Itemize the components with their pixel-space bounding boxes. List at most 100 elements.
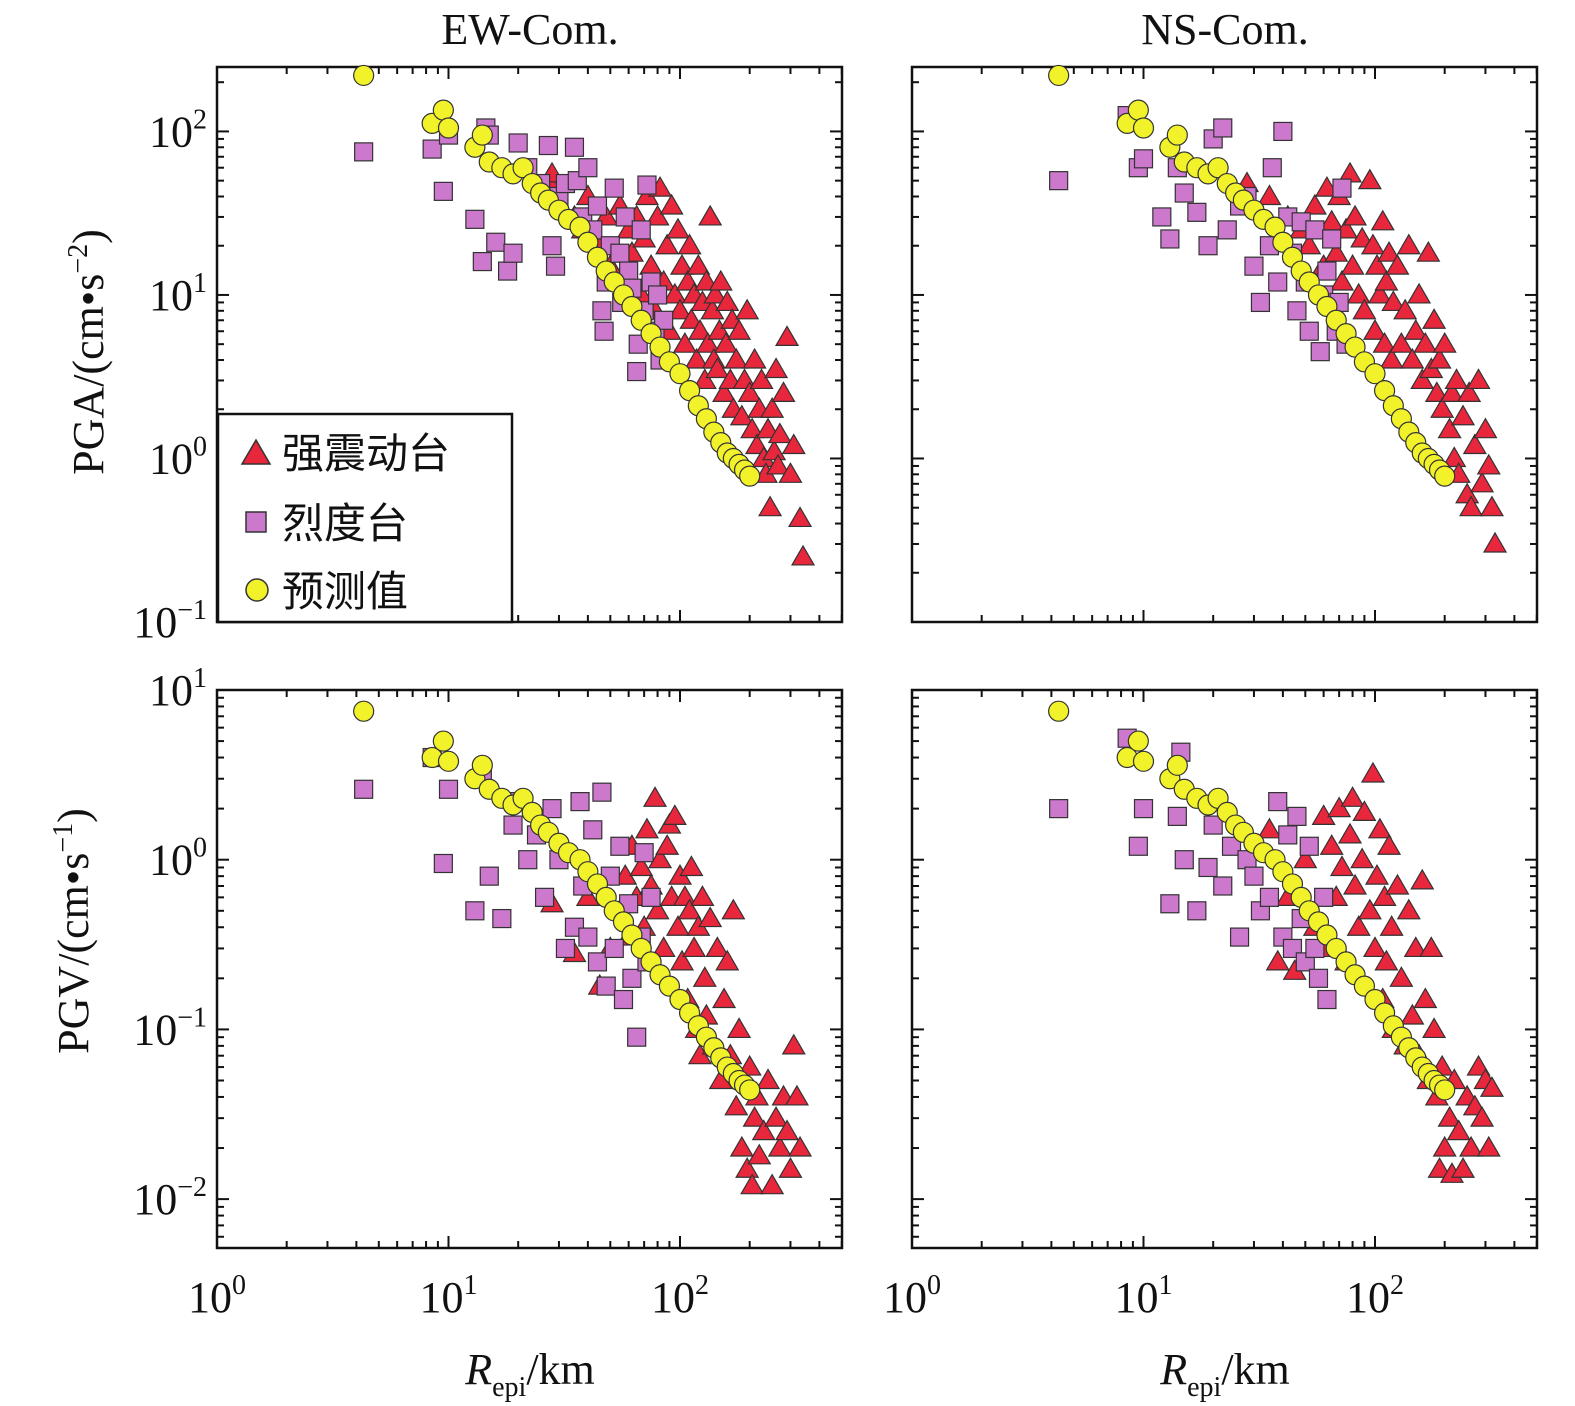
data-point-intensity — [1244, 256, 1264, 276]
data-point-intensity — [545, 256, 566, 276]
y-tick-label: 10−1 — [133, 1002, 207, 1054]
data-point-intensity — [578, 158, 598, 178]
data-point-strong-motion — [1350, 847, 1375, 869]
data-point-intensity — [615, 207, 635, 227]
data-point-intensity — [1187, 901, 1207, 921]
data-point-strong-motion — [790, 544, 816, 566]
data-point-strong-motion — [747, 1143, 772, 1165]
data-point-strong-motion — [1360, 233, 1386, 255]
data-point-strong-motion — [787, 1135, 813, 1157]
data-point-intensity — [631, 220, 651, 240]
data-point-strong-motion — [705, 357, 730, 379]
data-point-strong-motion — [727, 1017, 752, 1039]
data-point-intensity — [492, 908, 512, 929]
data-point-strong-motion — [1362, 936, 1388, 958]
data-point-strong-motion — [1319, 834, 1344, 855]
data-point-strong-motion — [1372, 885, 1397, 906]
data-point-strong-motion — [690, 885, 715, 906]
plot-frame — [215, 688, 844, 1250]
data-point-predicted — [739, 465, 761, 487]
data-point-strong-motion — [659, 193, 684, 215]
data-point-strong-motion — [1340, 786, 1365, 807]
data-point-intensity — [604, 178, 624, 198]
data-point-strong-motion — [648, 847, 673, 869]
data-point-strong-motion — [742, 347, 767, 369]
data-point-intensity — [438, 779, 459, 799]
data-point-strong-motion — [692, 368, 717, 390]
data-point-strong-motion — [1427, 347, 1452, 369]
data-point-strong-motion — [1357, 898, 1382, 920]
data-point-predicted — [1272, 231, 1294, 253]
panel-pgv-ns: 100 101 102 — [883, 688, 1539, 1322]
data-point-predicted — [512, 157, 534, 179]
data-point-strong-motion — [672, 331, 697, 353]
legend-triangle-marker — [240, 438, 272, 465]
data-point-strong-motion — [1427, 1157, 1452, 1178]
data-point-strong-motion — [1450, 404, 1476, 426]
data-point-predicted — [432, 730, 454, 752]
data-point-strong-motion — [1462, 433, 1487, 455]
data-point-strong-motion — [665, 915, 691, 936]
data-point-intensity — [622, 968, 642, 988]
data-point-strong-motion — [1346, 915, 1371, 936]
x-tick-label: 101 — [1115, 1270, 1173, 1322]
data-point-intensity — [1317, 989, 1337, 1010]
data-point-strong-motion — [1379, 915, 1404, 936]
data-point-intensity — [587, 196, 608, 216]
data-point-strong-motion — [634, 817, 660, 839]
data-point-intensity — [1203, 815, 1223, 835]
data-point-strong-motion — [1424, 381, 1449, 403]
legend-circle-marker — [245, 578, 269, 602]
data-point-strong-motion — [760, 1173, 785, 1195]
data-point-strong-motion — [1470, 1105, 1495, 1127]
data-point-predicted — [432, 99, 454, 121]
data-point-intensity — [1221, 836, 1242, 856]
data-point-strong-motion — [775, 325, 800, 347]
data-point-strong-motion — [684, 347, 709, 369]
y-tick-label: 10−2 — [133, 1172, 207, 1224]
data-point-strong-motion — [778, 1157, 803, 1178]
data-point-intensity — [596, 976, 616, 996]
data-point-strong-motion — [1413, 987, 1438, 1009]
data-point-intensity — [503, 243, 523, 263]
x-tick-label: 102 — [651, 1270, 709, 1322]
data-point-strong-motion — [742, 1105, 767, 1127]
data-point-intensity — [1332, 178, 1352, 198]
data-point-strong-motion — [1379, 347, 1404, 369]
data-point-strong-motion — [1385, 873, 1410, 895]
data-point-intensity — [1229, 927, 1250, 947]
data-point-strong-motion — [1357, 168, 1382, 190]
data-point-strong-motion — [1450, 1157, 1476, 1178]
data-point-intensity — [1278, 825, 1298, 845]
data-point-intensity — [583, 820, 603, 840]
data-point-strong-motion — [764, 357, 789, 379]
data-point-strong-motion — [778, 462, 803, 483]
data-point-strong-motion — [1360, 761, 1386, 783]
data-point-strong-motion — [1459, 1135, 1484, 1157]
data-point-intensity — [578, 927, 598, 947]
data-point-strong-motion — [687, 319, 713, 340]
data-point-strong-motion — [724, 1094, 749, 1116]
data-point-intensity — [1198, 236, 1218, 256]
data-point-intensity — [1250, 292, 1271, 313]
x-tick-label: 102 — [1346, 1270, 1404, 1322]
data-point-strong-motion — [713, 331, 739, 353]
data-point-strong-motion — [1470, 471, 1495, 493]
data-point-strong-motion — [1422, 308, 1447, 329]
x-tick-label: 100 — [883, 1270, 941, 1322]
y-tick-label: 102 — [149, 104, 207, 156]
y-tick-label: 10−1 — [133, 595, 207, 647]
y-axis-label-pga: PGA/(cm•s−2) — [63, 229, 113, 475]
data-point-strong-motion — [1403, 319, 1428, 340]
legend: 强震动台 烈度台 预测值 — [216, 412, 514, 624]
data-point-strong-motion — [1479, 1076, 1504, 1097]
data-point-strong-motion — [721, 898, 746, 920]
panel-pga-ns — [910, 64, 1539, 624]
data-point-predicted — [1132, 117, 1155, 139]
data-point-strong-motion — [1350, 226, 1375, 248]
data-point-intensity — [1167, 806, 1187, 826]
data-point-strong-motion — [651, 936, 676, 958]
data-point-strong-motion — [1389, 331, 1414, 353]
panel-pga-ew: 102 101 100 10−1 — [133, 64, 844, 647]
